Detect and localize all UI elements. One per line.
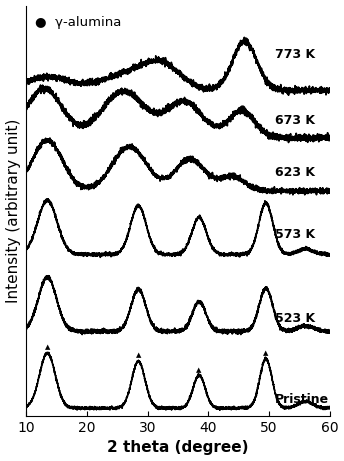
Text: 573 K: 573 K bbox=[275, 228, 315, 241]
Text: ▲: ▲ bbox=[263, 350, 269, 356]
Text: Pristine: Pristine bbox=[275, 393, 329, 406]
Text: ▲: ▲ bbox=[136, 352, 141, 358]
Text: 523 K: 523 K bbox=[275, 312, 315, 325]
Text: 623 K: 623 K bbox=[275, 166, 315, 179]
Text: 773 K: 773 K bbox=[275, 48, 315, 61]
Text: ▲: ▲ bbox=[196, 367, 202, 373]
Text: 673 K: 673 K bbox=[275, 114, 315, 127]
X-axis label: 2 theta (degree): 2 theta (degree) bbox=[107, 440, 249, 455]
Y-axis label: Intensity (arbitrary unit): Intensity (arbitrary unit) bbox=[6, 118, 21, 303]
Text: ●  γ-alumina: ● γ-alumina bbox=[35, 17, 121, 30]
Text: ▲: ▲ bbox=[45, 344, 50, 350]
